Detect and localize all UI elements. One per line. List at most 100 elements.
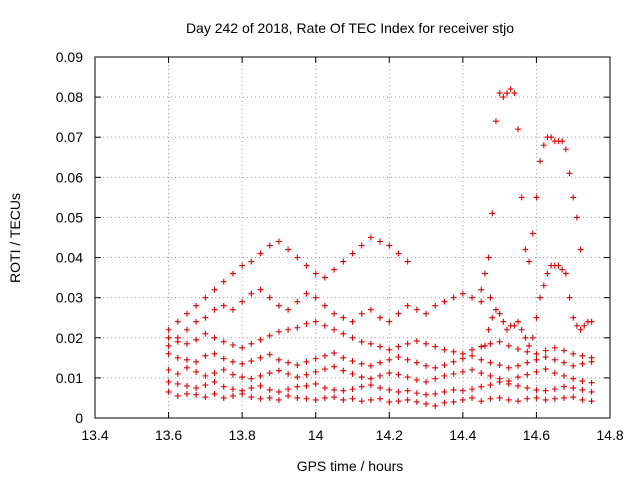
data-point-sat-d	[469, 352, 476, 359]
data-point-sat-d	[331, 350, 338, 357]
data-point-sat-h	[496, 90, 503, 97]
data-point-sat-a	[395, 398, 402, 405]
data-point-sat-d	[257, 354, 264, 361]
data-point-sat-e	[377, 343, 384, 350]
data-point-sat-h	[540, 142, 547, 149]
data-point-sat-i	[533, 314, 540, 321]
data-point-sat-a	[211, 390, 218, 397]
data-point-sat-h	[485, 254, 492, 261]
data-point-sat-e	[285, 326, 292, 333]
data-point-sat-c	[478, 370, 485, 377]
data-point-sat-f	[303, 262, 310, 269]
data-point-sat-c	[561, 372, 568, 379]
y-tick-label: 0.09	[56, 49, 83, 65]
x-tick-label: 14.4	[449, 427, 476, 443]
y-axis-label: ROTI / TECUs	[7, 193, 23, 283]
data-point-sat-e	[469, 346, 476, 353]
data-point-sat-c	[404, 374, 411, 381]
data-point-sat-i	[481, 342, 488, 349]
data-point-sat-a	[193, 391, 200, 398]
data-point-sat-c	[321, 366, 328, 373]
data-point-sat-g	[404, 302, 411, 309]
data-point-sat-h	[548, 134, 555, 141]
data-point-sat-b	[202, 382, 209, 389]
data-point-sat-e	[432, 343, 439, 350]
data-point-sat-d	[183, 356, 190, 363]
data-point-sat-h	[559, 138, 566, 145]
data-point-sat-c	[515, 374, 522, 381]
data-point-sat-g	[285, 306, 292, 313]
data-point-sat-i	[504, 326, 510, 333]
data-point-sat-a	[349, 395, 356, 402]
data-point-sat-e	[478, 343, 485, 350]
data-point-sat-e	[220, 338, 227, 345]
data-point-sat-e	[561, 347, 568, 354]
data-point-sat-g	[211, 306, 218, 313]
data-point-sat-e	[193, 336, 200, 343]
data-point-sat-e	[248, 340, 255, 347]
data-point-sat-b	[469, 386, 476, 393]
data-point-sat-c	[367, 375, 374, 382]
data-point-sat-d	[358, 360, 365, 367]
data-point-sat-c	[174, 370, 181, 377]
data-point-sat-f	[275, 238, 282, 245]
data-point-sat-f	[386, 242, 393, 249]
data-point-sat-d	[285, 359, 292, 366]
data-point-sat-g	[478, 298, 485, 305]
data-point-sat-i	[555, 262, 562, 269]
data-point-sat-f	[312, 270, 319, 277]
data-point-sat-c	[165, 366, 172, 373]
data-point-sat-e	[183, 340, 190, 347]
data-point-sat-b	[450, 386, 457, 393]
data-point-sat-c	[588, 379, 595, 386]
data-point-sat-e	[340, 330, 347, 337]
data-point-sat-d	[413, 359, 420, 366]
data-point-sat-c	[275, 367, 282, 374]
data-point-sat-d	[367, 362, 374, 369]
data-point-sat-a	[285, 392, 292, 399]
data-point-sat-h	[518, 194, 525, 201]
data-point-sat-g	[331, 310, 338, 317]
data-point-sat-e	[450, 348, 457, 355]
data-point-sat-c	[395, 371, 402, 378]
data-point-sat-e	[321, 322, 328, 329]
data-point-sat-g	[248, 290, 255, 297]
data-point-sat-i	[518, 326, 525, 333]
data-point-sat-h	[526, 258, 533, 265]
data-point-sat-b	[340, 387, 347, 394]
data-point-sat-a	[367, 396, 374, 403]
data-point-sat-a	[413, 398, 420, 405]
data-point-sat-a	[478, 398, 485, 405]
data-point-sat-d	[542, 354, 549, 361]
data-point-sat-f	[165, 326, 172, 333]
data-point-sat-c	[358, 374, 365, 381]
data-point-sat-e	[487, 340, 494, 347]
data-point-sat-g	[413, 306, 420, 313]
data-point-sat-i	[492, 306, 499, 313]
data-point-sat-b	[441, 388, 448, 395]
data-point-sat-g	[183, 326, 190, 333]
data-point-sat-a	[321, 394, 328, 401]
data-point-sat-b	[533, 386, 540, 393]
data-point-sat-b	[561, 383, 568, 390]
data-point-sat-d	[404, 356, 411, 363]
data-point-sat-b	[211, 378, 218, 385]
data-point-sat-h	[492, 118, 499, 125]
data-point-sat-c	[294, 374, 301, 381]
data-point-sat-a	[294, 394, 301, 401]
data-point-sat-d	[551, 356, 558, 363]
data-point-sat-i	[544, 270, 551, 277]
data-point-sat-a	[561, 394, 568, 401]
data-point-sat-g	[487, 294, 494, 301]
data-point-sat-b	[303, 382, 310, 389]
data-point-sat-b	[165, 378, 172, 385]
data-point-sat-f	[202, 294, 209, 301]
data-point-sat-d	[229, 358, 236, 365]
data-point-sat-g	[294, 298, 301, 305]
data-point-sat-g	[469, 294, 476, 301]
x-tick-label: 14	[308, 427, 324, 443]
y-tick-label: 0.03	[56, 290, 83, 306]
data-point-sat-b	[459, 387, 466, 394]
data-point-sat-f	[211, 286, 218, 293]
axis-ticks: 13.4 13.6 13.8 14 14.2 14.4 14.6 14.8 0 0.01 0.02 0…	[56, 49, 624, 443]
